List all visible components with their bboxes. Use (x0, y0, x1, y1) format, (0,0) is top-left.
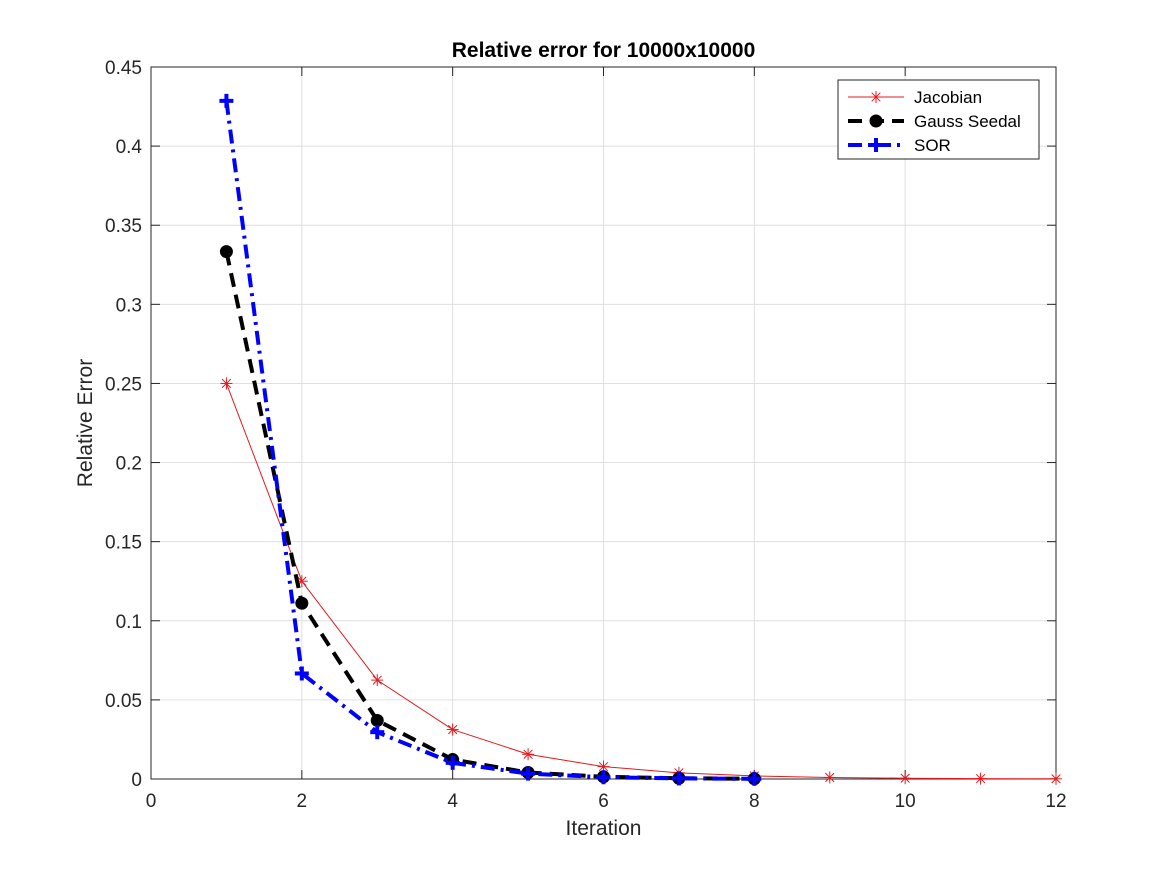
y-tick-label: 0.35 (105, 216, 142, 237)
legend-entry: Jacobian (848, 88, 982, 107)
data-point (974, 772, 987, 785)
data-point (747, 771, 762, 786)
data-point (1050, 772, 1062, 785)
x-axis-label: Iteration (566, 817, 642, 840)
y-tick-label: 0.3 (116, 295, 142, 316)
legend-marker (869, 114, 883, 128)
series-line (225, 383, 1057, 780)
x-tick-label: 2 (297, 791, 308, 812)
x-tick-label: 8 (749, 791, 760, 812)
x-tick-label: 0 (146, 791, 157, 812)
legend: Jacobian Gauss Seedal SOR (837, 79, 1040, 160)
data-point (671, 771, 686, 786)
data-point (370, 713, 384, 727)
y-tick-label: 0.2 (116, 454, 142, 475)
data-point (823, 771, 836, 784)
data-point (446, 723, 459, 736)
legend-entry: SOR (848, 136, 951, 155)
x-tick-label: 12 (1045, 791, 1066, 812)
y-tick-label: 0.05 (105, 691, 142, 712)
data-point (219, 93, 234, 108)
data-point (521, 766, 536, 781)
y-axis-label: Relative Error (74, 359, 97, 487)
y-tick-label: 0.15 (105, 533, 142, 554)
y-tick-label: 0.45 (105, 58, 142, 79)
ticks: 0 2 4 6 8 10 12 0 0.05 0.1 0.15 0.2 0.25 0.3 0.35 0.4 0.… (105, 58, 1067, 812)
legend-marker (870, 91, 882, 103)
legend-entry: Gauss Seedal (848, 112, 1021, 131)
chart-title: Relative error for 10000x10000 (452, 39, 756, 62)
y-tick-label: 0 (131, 770, 142, 791)
data-point (596, 770, 611, 785)
y-tick-label: 0.25 (105, 374, 142, 395)
legend-label: Jacobian (914, 88, 982, 107)
data-point (370, 725, 385, 740)
series-2 (219, 93, 762, 786)
data-point (371, 674, 384, 687)
data-point (294, 666, 309, 681)
x-tick-label: 10 (895, 791, 916, 812)
y-tick-label: 0.4 (116, 137, 143, 158)
series-layer (219, 93, 1062, 786)
y-tick-label: 0.1 (116, 612, 142, 633)
legend-label: SOR (914, 136, 951, 155)
legend-marker (869, 138, 883, 152)
data-point (445, 755, 460, 770)
legend-label: Gauss Seedal (914, 112, 1021, 131)
x-tick-label: 6 (598, 791, 609, 812)
x-tick-label: 4 (447, 791, 458, 812)
data-point (219, 245, 233, 259)
data-point (295, 596, 309, 610)
data-point (220, 377, 233, 390)
series-line (224, 100, 755, 781)
data-point (522, 748, 535, 761)
data-point (899, 772, 912, 785)
